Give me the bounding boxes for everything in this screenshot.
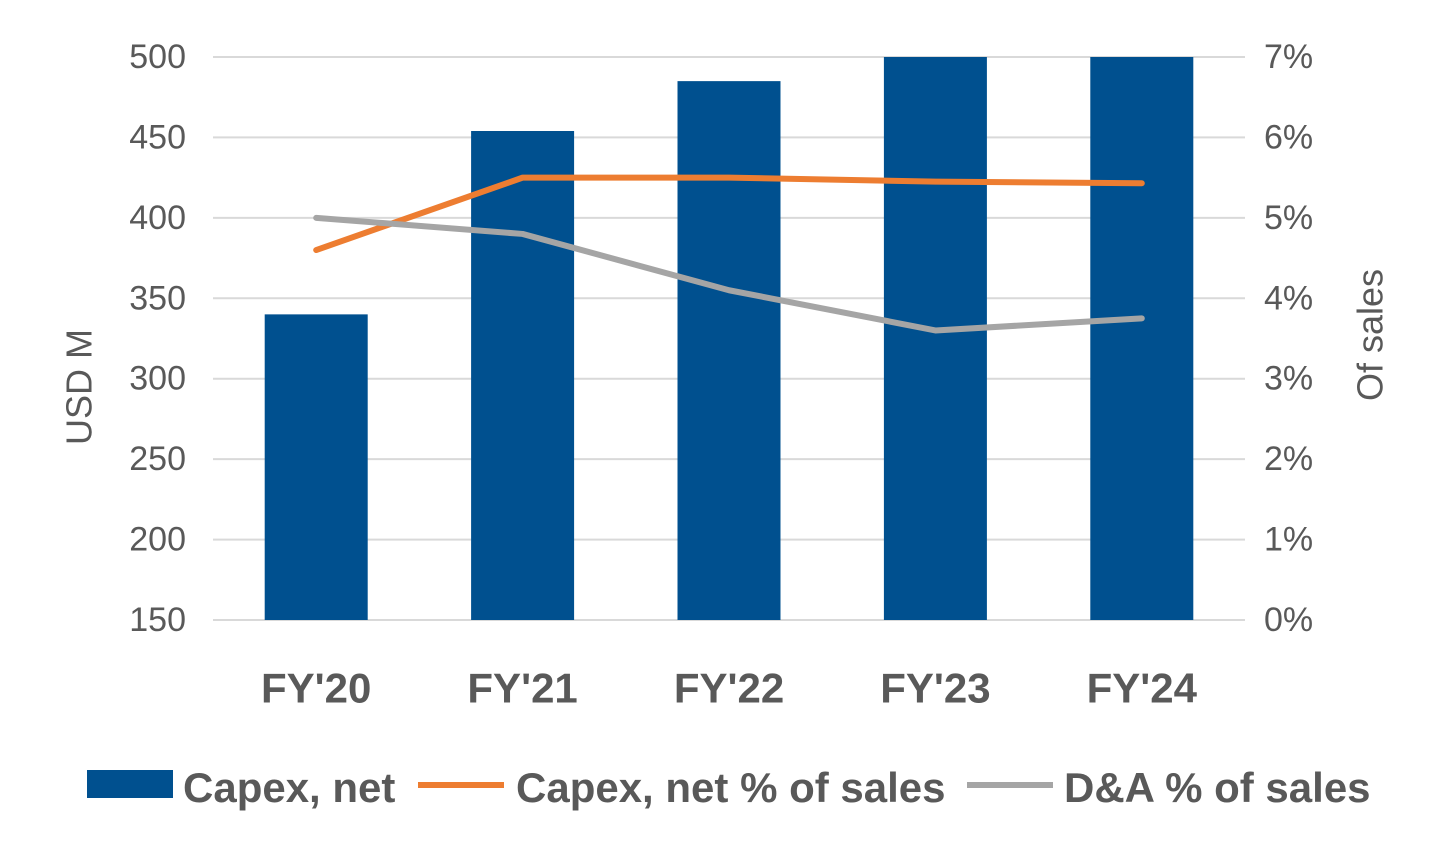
- right-axis-ticks: 0% 1% 2% 3% 4% 5% 6% 7%: [1264, 38, 1313, 639]
- left-axis-title: USD M: [59, 329, 100, 445]
- right-tick-label: 6%: [1264, 118, 1313, 156]
- left-tick-label: 500: [129, 38, 186, 76]
- bar: [471, 130, 575, 620]
- category-label: FY'22: [674, 665, 784, 712]
- line-series: [313, 174, 1145, 334]
- left-tick-label: 300: [129, 360, 186, 398]
- category-label: FY'21: [467, 665, 577, 712]
- right-tick-label: 7%: [1264, 38, 1313, 76]
- legend-label-capex-pct: Capex, net % of sales: [516, 764, 946, 811]
- bar: [677, 81, 781, 621]
- right-tick-label: 5%: [1264, 199, 1313, 237]
- bar: [264, 314, 368, 620]
- series-line: [313, 214, 1145, 334]
- bar: [883, 57, 987, 620]
- legend-swatch-capex-net: [87, 770, 173, 798]
- left-tick-label: 400: [129, 199, 186, 237]
- legend: Capex, net Capex, net % of sales D&A % o…: [87, 764, 1371, 811]
- category-label: FY'23: [880, 665, 990, 712]
- right-tick-label: 4%: [1264, 279, 1313, 317]
- left-tick-label: 350: [129, 279, 186, 317]
- left-tick-label: 250: [129, 440, 186, 478]
- category-label: FY'24: [1087, 665, 1198, 712]
- right-tick-label: 3%: [1264, 360, 1313, 398]
- category-label: FY'20: [261, 665, 371, 712]
- bar-series-capex-net: [264, 57, 1194, 621]
- left-tick-label: 150: [129, 601, 186, 639]
- series-line: [313, 174, 1145, 254]
- right-tick-label: 0%: [1264, 601, 1313, 639]
- category-axis-ticks: FY'20 FY'21 FY'22 FY'23 FY'24: [261, 665, 1198, 712]
- right-tick-label: 1%: [1264, 521, 1313, 559]
- bar: [1090, 57, 1194, 620]
- legend-label-capex-net: Capex, net: [183, 764, 395, 811]
- right-axis-title: Of sales: [1350, 269, 1391, 401]
- left-tick-label: 450: [129, 118, 186, 156]
- left-tick-label: 200: [129, 521, 186, 559]
- left-axis-ticks: 150 200 250 300 350 400 450 500: [129, 38, 186, 639]
- legend-label-da-pct: D&A % of sales: [1064, 764, 1371, 811]
- right-tick-label: 2%: [1264, 440, 1313, 478]
